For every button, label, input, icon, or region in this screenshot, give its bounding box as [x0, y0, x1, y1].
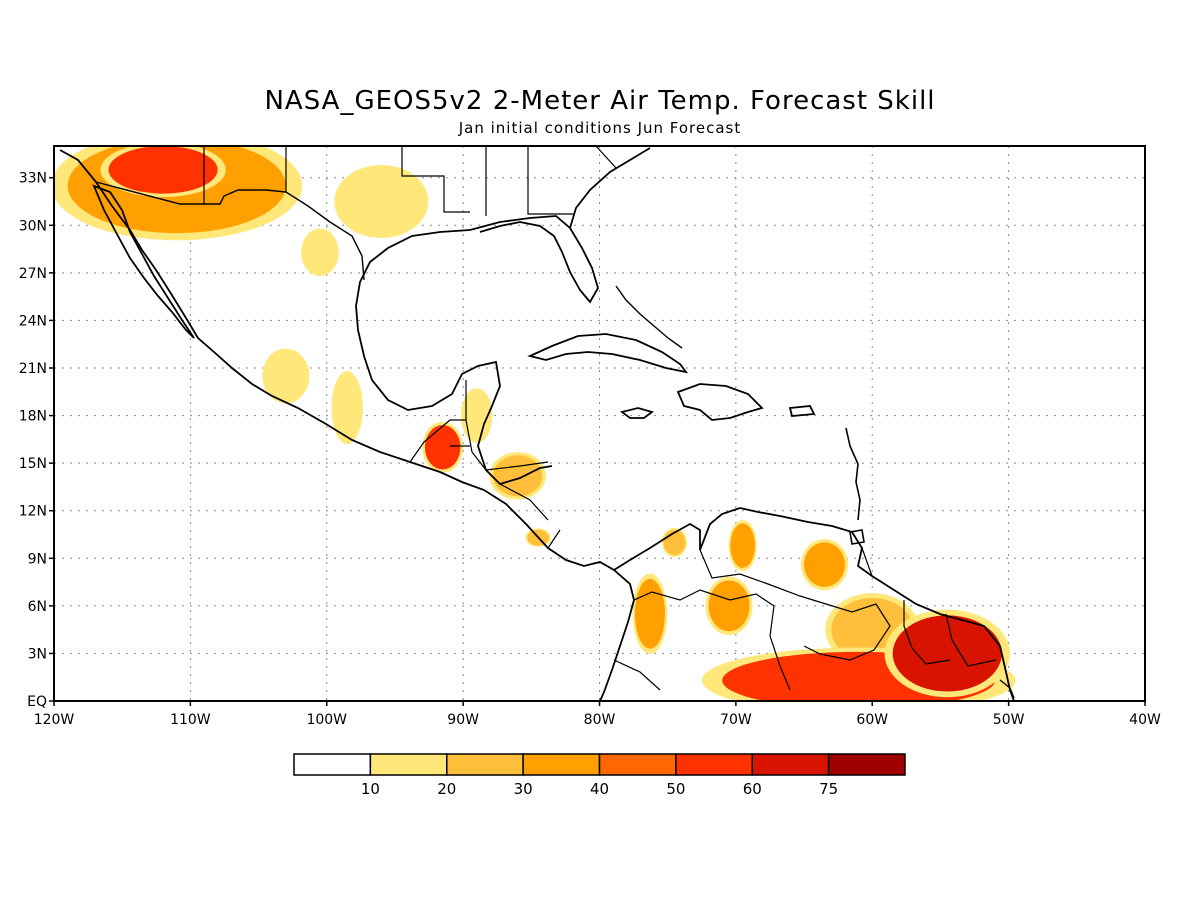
central-america-borders	[409, 380, 561, 549]
lon-tick-label: 70W	[720, 712, 752, 728]
bahamas	[615, 285, 683, 349]
colorbar-label: 30	[514, 780, 533, 798]
baja-california	[92, 184, 195, 339]
florida	[469, 215, 599, 304]
colorbar-swatch	[675, 753, 753, 776]
lon-tick-label: 50W	[993, 712, 1025, 728]
skill-region	[804, 542, 845, 587]
axis-ticks: EQ 3N 6N 9N 12N 15N 18N 21N 24N 27N 30N 33N 120W 110W…	[19, 171, 1161, 728]
lat-tick-label: 6N	[28, 599, 47, 615]
cuba	[527, 333, 689, 374]
lon-tick-label: 110W	[170, 712, 211, 728]
skill-region	[634, 578, 665, 649]
lat-tick-label: 27N	[19, 266, 47, 282]
skill-region	[340, 169, 423, 234]
lesser-antilles	[845, 427, 861, 521]
colorbar-swatch	[293, 753, 372, 776]
atlantic-coastline	[569, 147, 651, 229]
colorbar-label: 60	[743, 780, 762, 798]
lat-tick-label: 18N	[19, 409, 47, 425]
lon-tick-label: 90W	[447, 712, 479, 728]
skill-region	[463, 391, 491, 440]
colorbar-label: 10	[361, 780, 380, 798]
colorbar-swatch	[522, 753, 601, 776]
lat-tick-label: EQ	[27, 694, 47, 710]
puerto-rico	[788, 405, 816, 417]
map-grid	[54, 146, 1145, 701]
jamaica	[619, 407, 654, 419]
lon-tick-label: 100W	[306, 712, 347, 728]
us-state-borders	[203, 146, 617, 216]
amazon-delta	[999, 679, 1015, 699]
south-america-coastline	[613, 507, 1015, 701]
colorbar-swatch	[827, 753, 906, 776]
south-america-borders	[613, 547, 997, 691]
skill-region	[730, 523, 755, 568]
trinidad	[849, 529, 865, 545]
pacific-coastline	[59, 149, 635, 701]
lon-tick-label: 60W	[856, 712, 888, 728]
chart-title: NASA_GEOS5v2 2-Meter Air Temp. Forecast …	[264, 86, 936, 116]
lat-tick-label: 30N	[19, 218, 47, 234]
skill-region	[892, 615, 1002, 692]
colorbar: 10 20 30 40 50 60 75	[293, 753, 906, 798]
colorbar-label: 40	[590, 780, 609, 798]
coastlines	[59, 147, 1015, 701]
hispaniola	[676, 383, 764, 421]
lon-tick-label: 40W	[1129, 712, 1161, 728]
colorbar-swatch	[369, 753, 448, 776]
gulf-of-mexico-coastline	[355, 229, 553, 486]
skill-region	[333, 375, 361, 440]
lon-tick-label: 120W	[34, 712, 75, 728]
lat-tick-label: 21N	[19, 361, 47, 377]
lat-tick-label: 24N	[19, 313, 47, 329]
colorbar-swatch	[446, 753, 524, 776]
colorbar-label: 20	[437, 780, 456, 798]
skill-region	[265, 352, 307, 400]
political-borders	[95, 146, 997, 691]
lat-tick-label: 3N	[28, 646, 47, 662]
skill-region	[708, 580, 750, 632]
colorbar-label: 75	[819, 780, 838, 798]
colorbar-swatch	[598, 753, 677, 776]
skill-region	[108, 146, 218, 194]
colorbar-swatch	[751, 753, 830, 776]
lat-tick-label: 9N	[28, 551, 47, 567]
lat-tick-label: 12N	[19, 504, 47, 520]
lon-tick-label: 80W	[584, 712, 616, 728]
skill-region	[424, 425, 461, 470]
lat-tick-label: 15N	[19, 456, 47, 472]
skill-region	[303, 231, 337, 273]
chart-subtitle: Jan initial conditions Jun Forecast	[458, 119, 742, 137]
lat-tick-label: 33N	[19, 171, 47, 187]
skill-region	[493, 455, 543, 497]
colorbar-label: 50	[666, 780, 685, 798]
us-mexico-border	[95, 181, 365, 281]
